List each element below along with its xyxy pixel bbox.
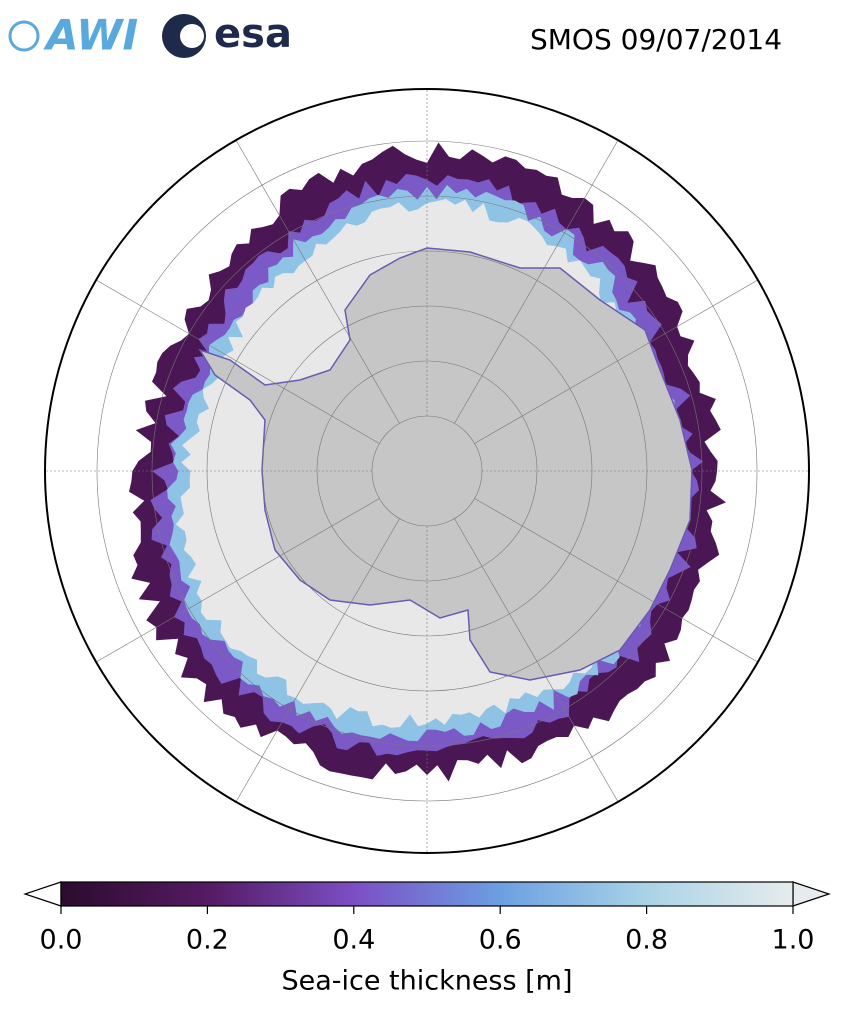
colorbar-extend-high [792,881,831,907]
meridian [226,124,400,424]
colorbar-extend-low [23,881,62,907]
graticule [45,89,809,853]
meridian [80,498,380,672]
meridian [454,124,628,424]
logo-awi: AWI [43,11,138,60]
latitude-circle [316,360,538,582]
esa-logo: esa [162,11,292,58]
logo-esa: esa [214,11,292,57]
colorbar-label: Sea-ice thickness [m] [281,966,572,997]
meridian [80,270,380,444]
meridian [474,498,774,672]
latitude-circle [96,140,758,802]
meridian [454,518,628,818]
awi-logo: AWI [8,11,138,60]
colorbar-tick-label: 0.6 [479,925,522,956]
meridian [474,270,774,444]
colorbar-tick-label: 1.0 [772,925,815,956]
colorbar-tick-label: 0.8 [625,925,668,956]
map-border [44,88,810,854]
colorbar-tick-label: 0.2 [186,925,229,956]
colorbar: Sea-ice thickness [m] 0.0 0.2 0.4 0.6 0.8 1.0 [23,881,831,997]
meridian [226,518,400,818]
title: SMOS 09/07/2014 [530,23,782,56]
colorbar-tick-label: 0.4 [332,925,375,956]
colorbar-tick-label: 0.0 [40,925,83,956]
colorbar-bar [60,881,794,907]
map [45,89,809,853]
